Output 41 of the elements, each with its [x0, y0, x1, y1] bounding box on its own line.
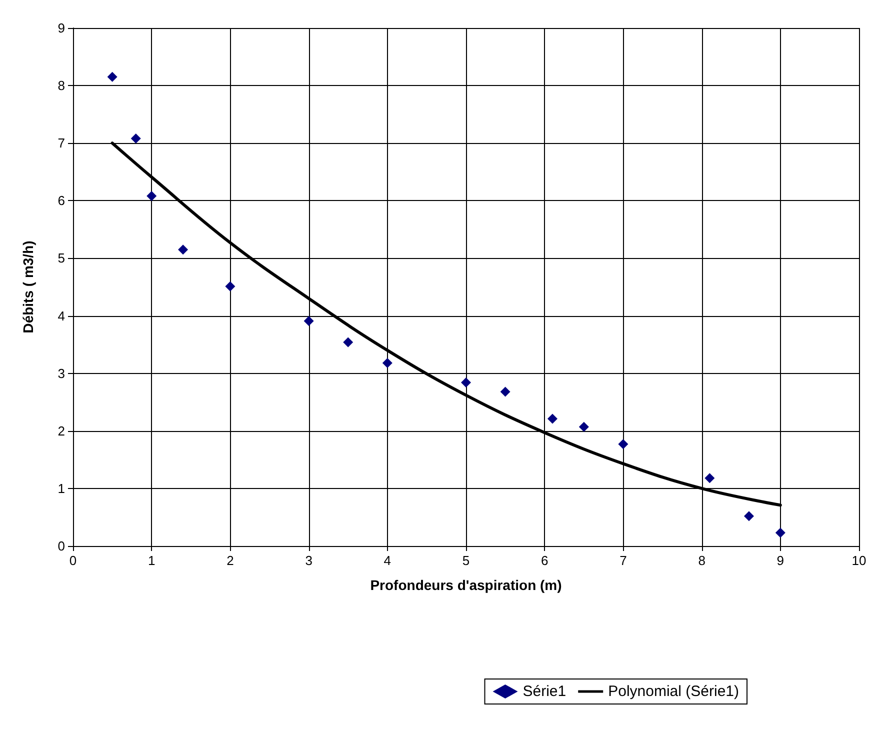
y-tick-label: 9 [58, 20, 65, 36]
y-tick-label: 3 [58, 366, 65, 381]
x-tick-label: 9 [776, 553, 784, 568]
y-axis-title: Débits ( m3/h) [20, 240, 36, 334]
point [178, 244, 188, 255]
y-tick-label: 0 [58, 538, 65, 554]
x-tick-label: 2 [226, 553, 234, 568]
point [578, 422, 589, 432]
point [461, 378, 471, 388]
legend-label: Polynomial (Série1) [608, 683, 740, 700]
x-tick-label: 7 [620, 553, 627, 568]
point [500, 386, 510, 397]
y-tick-label: 6 [58, 193, 65, 208]
x-tick-label: 10 [852, 553, 866, 568]
x-tick-label: 6 [540, 553, 548, 568]
point [547, 414, 558, 424]
point [146, 191, 157, 202]
x-tick-label: 8 [698, 553, 706, 568]
x-tick-label: 3 [305, 553, 312, 568]
point [130, 134, 141, 144]
x-tick-label: 4 [384, 553, 392, 568]
y-tick-label: 4 [58, 308, 65, 324]
point [775, 528, 786, 538]
point [107, 72, 118, 82]
point [618, 439, 628, 450]
point [343, 337, 354, 348]
x-axis-title: Profondeurs d'aspiration (m) [370, 577, 562, 593]
x-tick-label: 0 [69, 553, 77, 568]
y-tick-label: 7 [58, 136, 65, 151]
y-tick-label: 2 [58, 423, 65, 438]
point [744, 511, 754, 522]
point [304, 316, 314, 326]
legend-label: Série1 [522, 683, 566, 700]
point [225, 281, 236, 292]
y-tick-label: 1 [58, 480, 65, 496]
x-tick-label: 5 [462, 553, 470, 568]
x-tick-label: 1 [148, 553, 156, 568]
y-tick-label: 5 [58, 250, 65, 266]
y-tick-label: 8 [58, 78, 65, 94]
point [704, 473, 715, 484]
point [382, 358, 392, 368]
